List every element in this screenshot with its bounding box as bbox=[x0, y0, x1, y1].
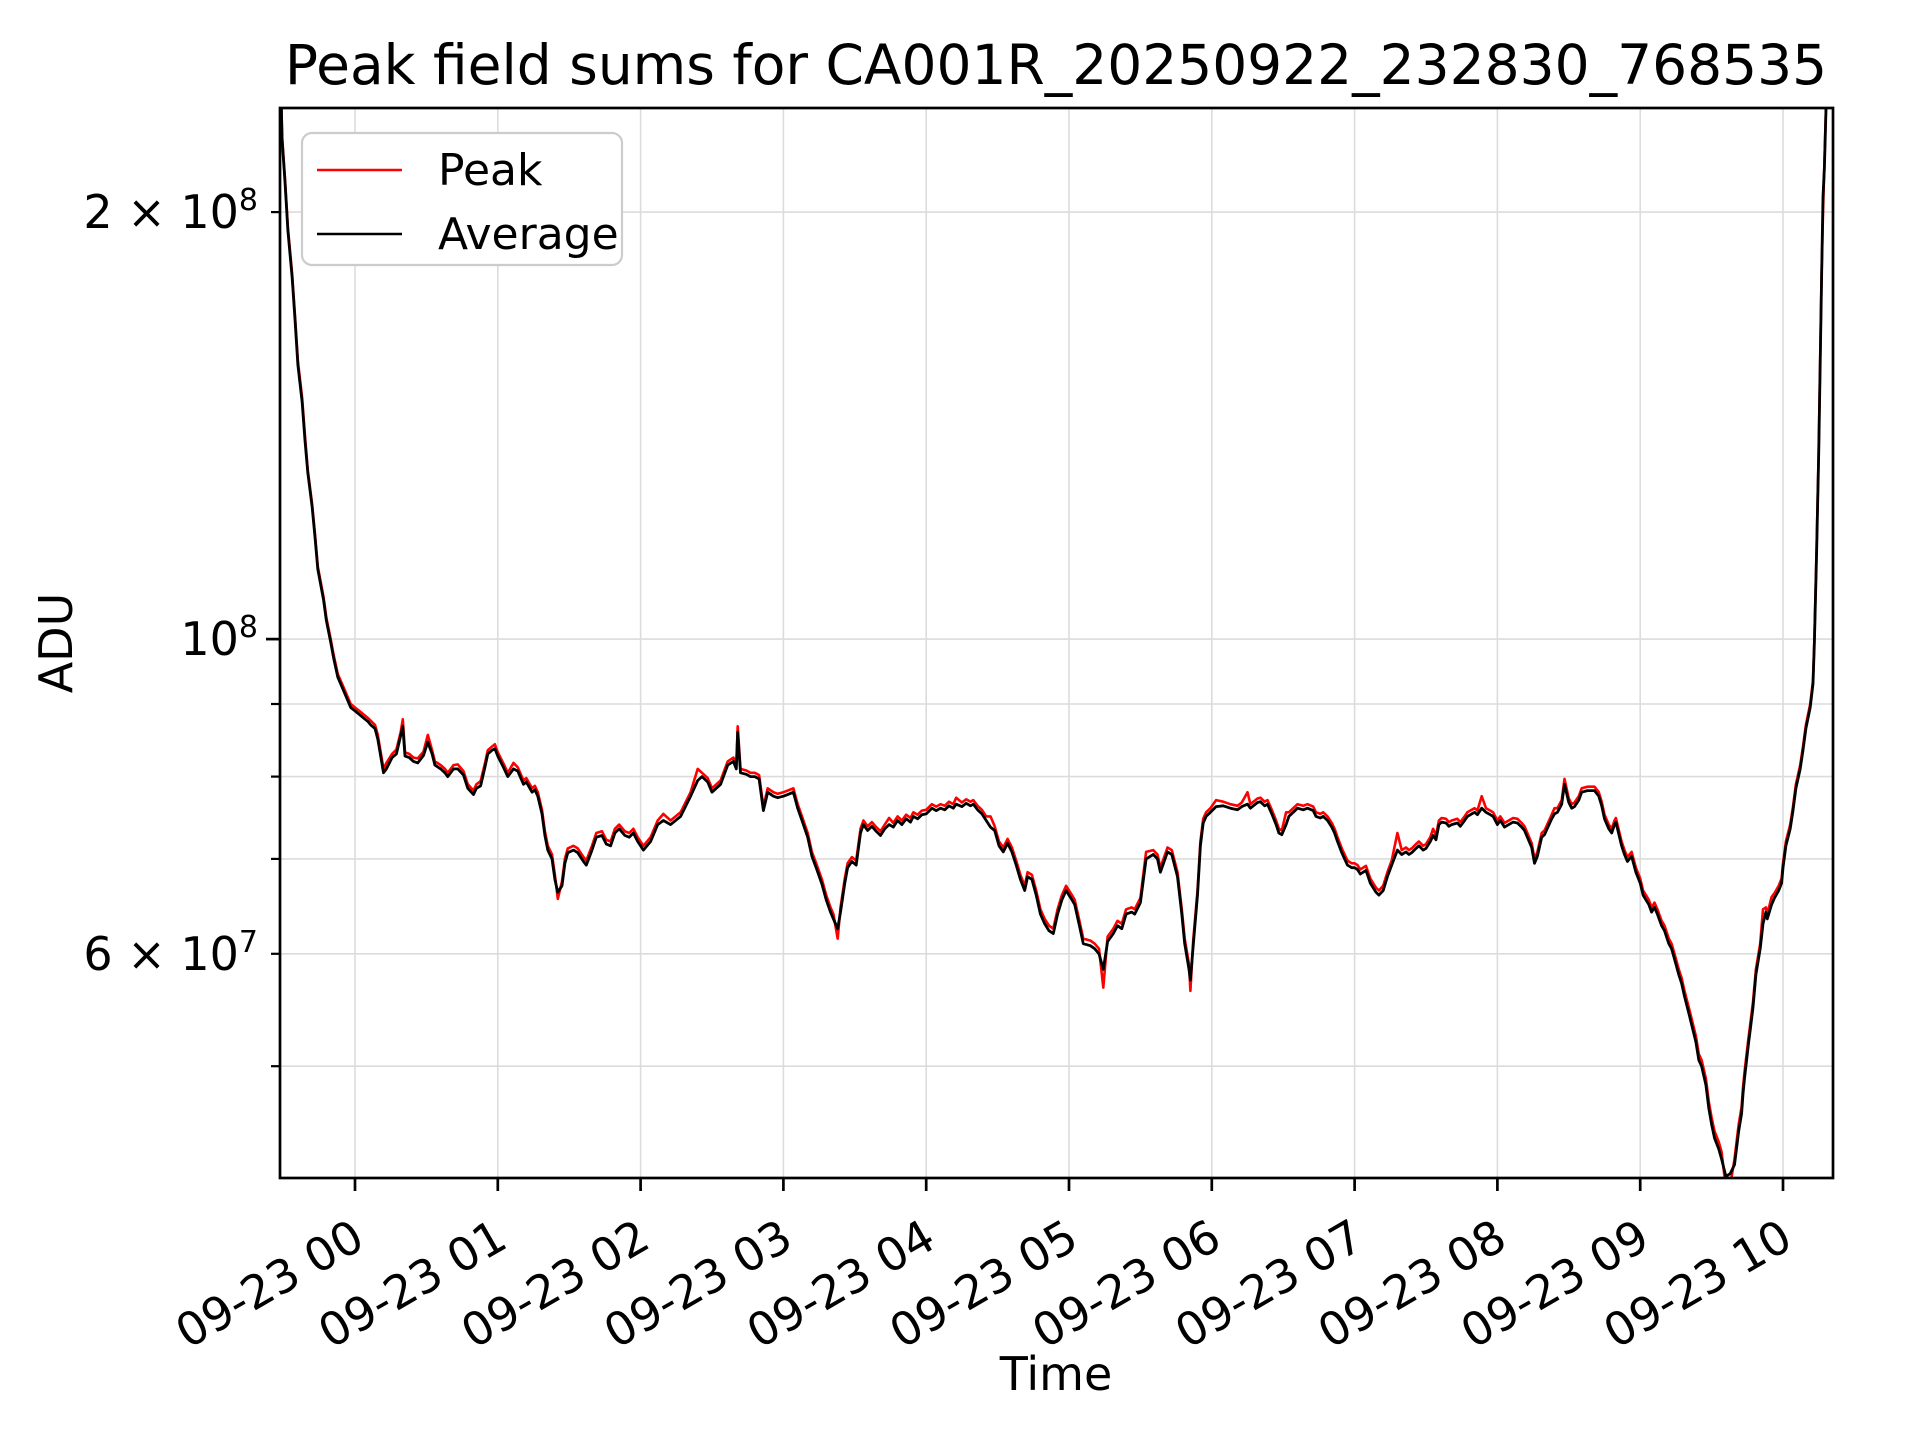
legend: Peak Average bbox=[300, 131, 624, 267]
legend-entry-average: Average bbox=[317, 209, 619, 260]
plot-border bbox=[278, 106, 1835, 1180]
legend-peak-label: Peak bbox=[438, 145, 543, 196]
y-axis-label: ADU bbox=[29, 593, 83, 694]
gridlines bbox=[280, 108, 1833, 1178]
legend-entry-peak: Peak bbox=[317, 145, 543, 196]
x-axis-label: Time bbox=[999, 1347, 1113, 1401]
y-tick-labels: 2 × 108 108 6 × 107 bbox=[83, 183, 258, 981]
y-tick-label: 6 × 107 bbox=[83, 925, 258, 981]
legend-average-label: Average bbox=[438, 209, 619, 260]
axis-ticks bbox=[266, 211, 1785, 1191]
plot-area bbox=[280, 108, 1828, 1178]
y-tick-label: 2 × 108 bbox=[83, 183, 258, 239]
series-average-line bbox=[280, 108, 1828, 1178]
chart-title: Peak field sums for CA001R_20250922_2328… bbox=[285, 33, 1827, 97]
legend-box bbox=[300, 131, 624, 267]
y-tick-label: 108 bbox=[180, 610, 258, 666]
